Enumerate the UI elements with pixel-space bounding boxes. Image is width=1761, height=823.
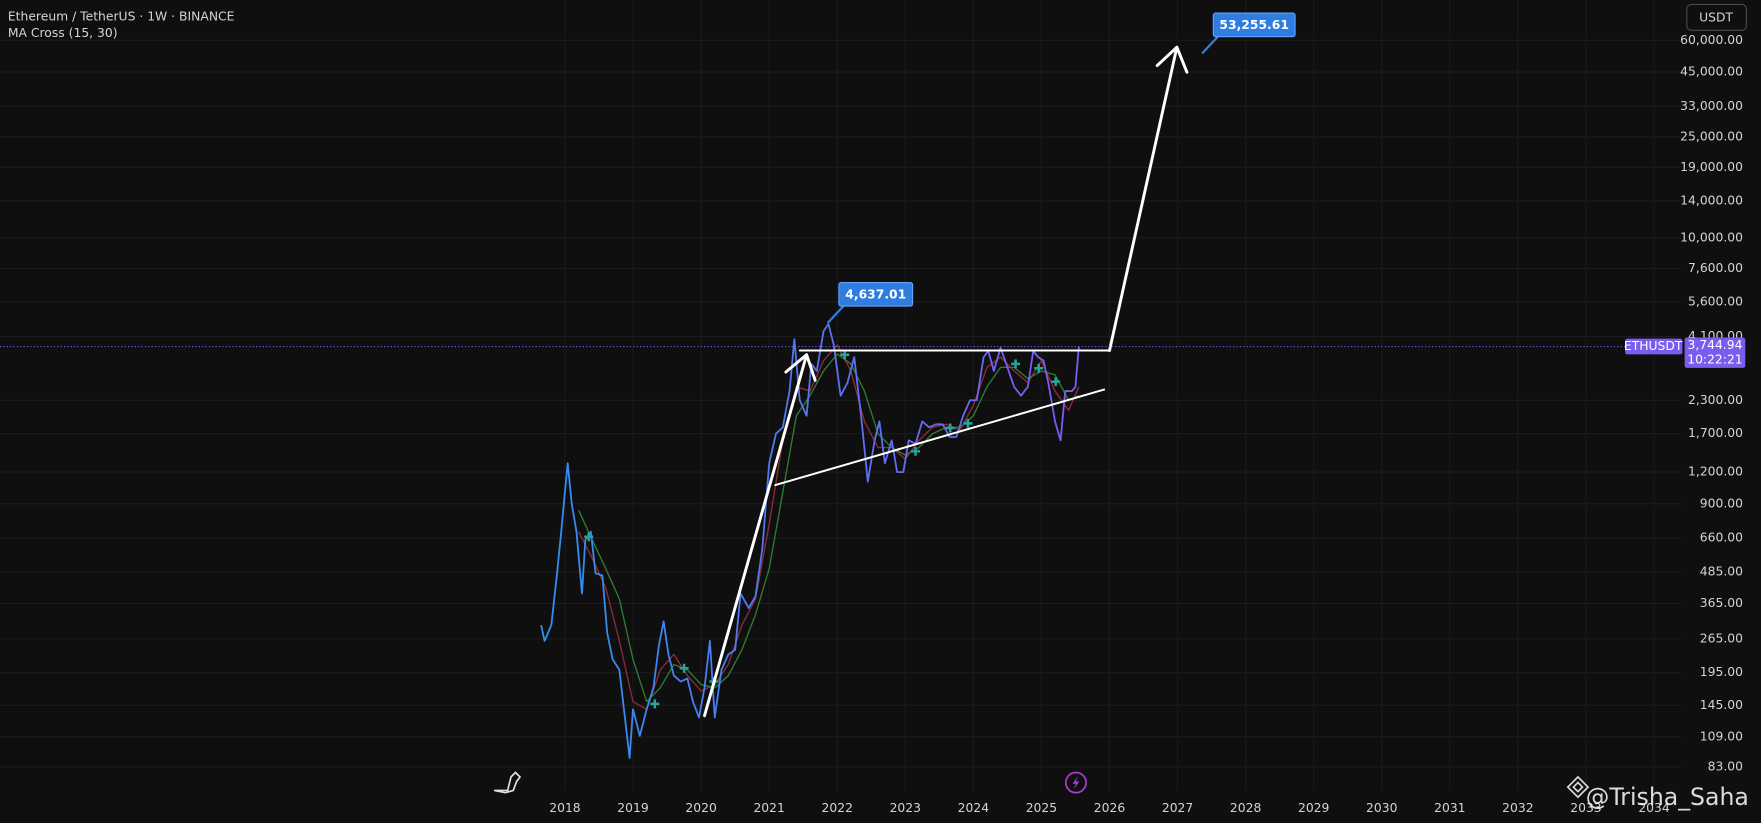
x-tick-label: 2025	[1026, 801, 1057, 815]
y-tick-label: 5,600.00	[1688, 295, 1743, 309]
y-tick-label: 900.00	[1700, 496, 1743, 510]
symbol-tag	[1625, 338, 1683, 355]
symbol-label: ETHUSDT	[1624, 339, 1683, 353]
y-tick-label: 14,000.00	[1680, 193, 1743, 207]
annotation-box	[1212, 12, 1296, 38]
current-price-label: 3,744.94	[1687, 338, 1742, 352]
x-tick-label: 2030	[1366, 801, 1398, 815]
y-tick-label: 365.00	[1700, 596, 1743, 610]
y-tick-label: 33,000.00	[1680, 99, 1743, 113]
trend-line	[774, 388, 1106, 487]
x-tick-label: 2026	[1094, 801, 1126, 815]
trend-line	[703, 353, 809, 718]
y-tick-label: 60,000.00	[1680, 33, 1743, 47]
signal-marker	[911, 446, 920, 456]
signal-marker	[679, 663, 689, 673]
x-tick-label: 2034	[1638, 801, 1670, 815]
signal-marker	[584, 532, 594, 542]
signal-marker	[1011, 359, 1021, 369]
x-tick-label: 2018	[549, 801, 581, 815]
signal-marker	[963, 418, 973, 428]
countdown-label: 10:22:21	[1687, 352, 1742, 366]
arrow-head	[1155, 45, 1189, 74]
signal-marker	[945, 423, 955, 433]
x-tick-label: 2027	[1162, 801, 1193, 815]
y-tick-label: 45,000.00	[1680, 65, 1743, 79]
currency-label[interactable]: USDT	[1699, 10, 1733, 24]
annotation-pointer	[826, 305, 845, 324]
y-tick-label: 145.00	[1700, 698, 1743, 712]
x-tick-label: 2032	[1502, 801, 1533, 815]
y-tick-label: 1,200.00	[1688, 465, 1743, 479]
y-tick-label: 265.00	[1700, 631, 1743, 645]
y-tick-label: 109.00	[1700, 729, 1743, 743]
x-tick-label: 2023	[890, 801, 921, 815]
currency-button[interactable]	[1686, 3, 1747, 31]
chart-title: Ethereum / TetherUS · 1W · BINANCE	[8, 9, 235, 23]
logo-icon	[493, 771, 522, 794]
moving-average-line	[578, 353, 1080, 703]
annotation-box	[838, 281, 914, 307]
trend-line	[1108, 45, 1179, 352]
y-tick-label: 195.00	[1700, 665, 1743, 679]
y-tick-label: 660.00	[1700, 531, 1743, 545]
x-tick-label: 2022	[822, 801, 853, 815]
x-tick-label: 2019	[617, 801, 648, 815]
flash-icon[interactable]	[1064, 771, 1087, 794]
y-tick-label: 25,000.00	[1680, 129, 1743, 143]
signal-marker	[1051, 377, 1061, 387]
indicator-label: MA Cross (15, 30)	[8, 26, 118, 40]
x-tick-label: 2021	[753, 801, 784, 815]
x-tick-label: 2028	[1230, 801, 1262, 815]
moving-average-line	[578, 344, 1080, 710]
current-price-box	[1684, 337, 1746, 368]
watermark-logo	[1566, 775, 1590, 799]
x-tick-label: 2024	[958, 801, 990, 815]
annotation-label: 4,637.01	[845, 287, 906, 301]
x-tick-label: 2031	[1434, 801, 1465, 815]
signal-marker	[840, 350, 850, 360]
y-tick-label: 83.00	[1708, 759, 1743, 773]
x-tick-label: 2020	[685, 801, 717, 815]
y-tick-label: 1,700.00	[1688, 426, 1743, 440]
y-tick-label: 485.00	[1700, 565, 1743, 579]
y-tick-label: 7,600.00	[1688, 261, 1743, 275]
arrow-head	[784, 353, 817, 382]
annotation-label: 53,255.61	[1219, 18, 1289, 32]
price-line	[540, 322, 1080, 759]
y-tick-label: 10,000.00	[1680, 231, 1743, 245]
annotation-pointer	[1201, 35, 1219, 55]
watermark: @Trisha_Saha	[1586, 783, 1749, 811]
x-tick-label: 2033	[1570, 801, 1601, 815]
signal-marker	[650, 699, 660, 709]
y-tick-label: 19,000.00	[1680, 160, 1743, 174]
x-tick-label: 2029	[1298, 801, 1329, 815]
signal-marker	[1034, 363, 1044, 373]
y-tick-label: 2,300.00	[1688, 393, 1743, 407]
